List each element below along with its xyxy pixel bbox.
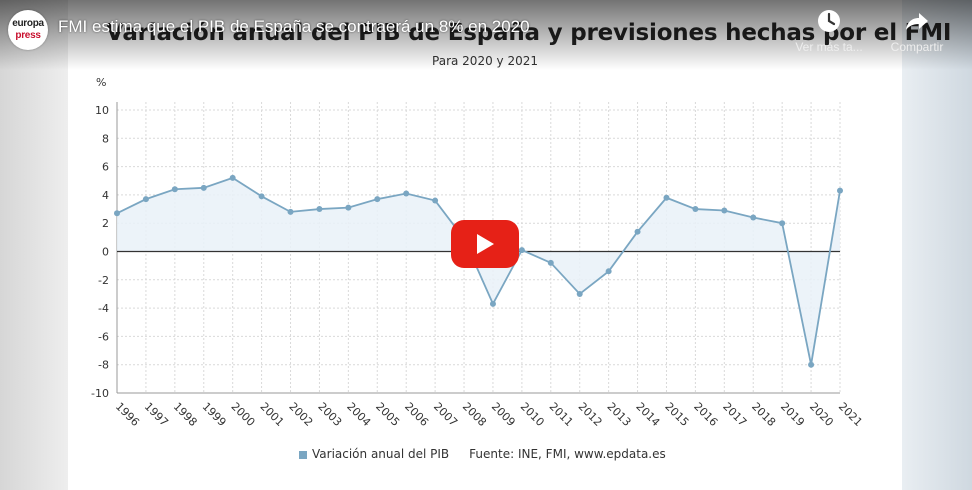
play-icon — [477, 234, 494, 254]
x-tick-label: 2000 — [229, 400, 258, 429]
x-tick-label: 1996 — [113, 400, 142, 429]
share-arrow-icon — [906, 13, 928, 30]
x-tick-label: 1999 — [200, 400, 229, 429]
data-point-2005 — [374, 196, 381, 203]
x-tick-label: 2013 — [605, 400, 634, 429]
logo-text-bottom: press — [15, 30, 41, 41]
x-tick-label: 2004 — [344, 400, 373, 429]
channel-logo[interactable]: europa press — [8, 10, 48, 50]
y-tick-label: -2 — [98, 274, 109, 287]
x-tick-label: 2021 — [836, 400, 865, 429]
series-line — [116, 176, 841, 365]
video-frame-right — [902, 0, 972, 490]
x-tick-label: 2006 — [402, 400, 431, 429]
x-tick-label: 2018 — [749, 400, 778, 429]
y-tick-label: 0 — [102, 246, 109, 259]
data-point-2002 — [287, 208, 294, 215]
data-point-1999 — [200, 184, 207, 191]
y-axis-unit: % — [96, 76, 107, 89]
video-frame-left — [0, 0, 68, 490]
y-tick-label: -6 — [98, 330, 109, 343]
x-tick-label: 2009 — [489, 400, 518, 429]
x-tick-label: 2019 — [778, 400, 807, 429]
data-point-2001 — [258, 193, 265, 200]
x-tick-label: 2008 — [460, 400, 489, 429]
play-button[interactable] — [451, 220, 519, 268]
x-tick-label: 2016 — [691, 400, 720, 429]
video-title[interactable]: FMI estima que el PIB de España se contr… — [58, 17, 530, 36]
y-tick-label: 2 — [102, 217, 109, 230]
data-point-2010 — [518, 247, 525, 254]
share-label: Compartir — [890, 40, 944, 54]
watch-later-label: Ver más ta... — [795, 40, 863, 54]
x-tick-label: 2011 — [547, 400, 576, 429]
data-point-2012 — [576, 290, 583, 297]
legend-swatch — [299, 450, 307, 459]
x-tick-label: 2003 — [315, 400, 344, 429]
x-tick-label: 2010 — [518, 400, 547, 429]
data-point-2009 — [489, 300, 496, 307]
chart-legend: Variación anual del PIB Fuente: INE, FMI,… — [299, 447, 666, 461]
share-button[interactable]: Compartir — [882, 8, 952, 54]
x-tick-label: 2012 — [576, 400, 605, 429]
x-tick-label: 2001 — [257, 400, 286, 429]
data-point-2019 — [779, 220, 786, 227]
x-tick-label: 2002 — [286, 400, 315, 429]
x-tick-label: 2017 — [720, 400, 749, 429]
x-tick-label: 2020 — [807, 400, 836, 429]
y-tick-label: -4 — [98, 302, 109, 315]
y-tick-label: 8 — [102, 132, 109, 145]
clock-icon — [818, 10, 840, 32]
data-point-2018 — [750, 214, 757, 221]
data-point-2013 — [605, 268, 612, 275]
data-point-1998 — [171, 186, 178, 193]
y-tick-label: -10 — [91, 387, 109, 400]
y-tick-label: 10 — [95, 104, 109, 117]
data-point-2006 — [403, 190, 410, 197]
y-tick-label: -8 — [98, 359, 109, 372]
x-tick-label: 1997 — [142, 400, 171, 429]
legend-label: Variación anual del PIB — [312, 447, 450, 461]
watch-later-button[interactable]: Ver más ta... — [794, 8, 864, 54]
data-point-1996 — [114, 210, 120, 217]
data-point-2020 — [808, 361, 815, 368]
data-point-1997 — [142, 196, 149, 203]
data-point-2014 — [634, 228, 641, 235]
data-point-2000 — [229, 174, 236, 181]
logo-text-top: europa — [12, 18, 44, 29]
data-point-2011 — [547, 259, 554, 266]
data-point-2003 — [316, 206, 323, 213]
y-tick-label: 6 — [102, 161, 109, 174]
data-point-2017 — [721, 207, 728, 214]
x-tick-label: 2007 — [431, 400, 460, 429]
x-tick-label: 2015 — [662, 400, 691, 429]
x-tick-label: 2005 — [373, 400, 402, 429]
chart-source: Fuente: INE, FMI, www.epdata.es — [469, 447, 666, 461]
data-point-2021 — [837, 187, 843, 194]
y-tick-label: 4 — [102, 189, 109, 202]
data-point-2007 — [432, 197, 439, 204]
data-point-2015 — [663, 194, 670, 201]
x-tick-label: 2014 — [633, 400, 662, 429]
data-point-2004 — [345, 204, 352, 211]
data-point-2016 — [692, 206, 699, 213]
x-tick-label: 1998 — [171, 400, 200, 429]
